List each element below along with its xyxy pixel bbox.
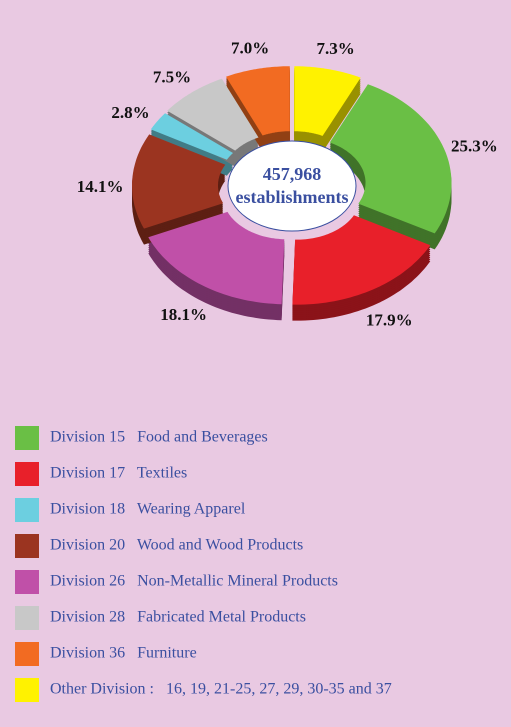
legend-swatch bbox=[15, 642, 39, 666]
center-hole bbox=[227, 140, 357, 232]
legend-swatch bbox=[15, 606, 39, 630]
data-label: 7.3% bbox=[317, 39, 355, 58]
slice bbox=[226, 66, 290, 136]
legend-label: Division 17 Textiles bbox=[50, 465, 187, 482]
legend-swatch bbox=[15, 570, 39, 594]
slice bbox=[329, 84, 452, 234]
data-label: 14.1% bbox=[77, 177, 124, 196]
legend-label: Division 26 Non-Metallic Mineral Product… bbox=[50, 573, 338, 590]
legend-label: Division 28 Fabricated Metal Products bbox=[50, 609, 306, 626]
data-label: 7.5% bbox=[153, 67, 191, 86]
legend-label: Other Division : 16, 19, 21-25, 27, 29, … bbox=[50, 681, 392, 698]
legend-label: Division 20 Wood and Wood Products bbox=[50, 537, 303, 554]
slice bbox=[150, 113, 233, 160]
legend-swatch bbox=[15, 534, 39, 558]
data-label: 2.8% bbox=[111, 103, 149, 122]
data-label: 7.0% bbox=[231, 38, 269, 57]
center-caption: establishments bbox=[235, 187, 348, 207]
slice bbox=[294, 66, 361, 136]
legend-swatch bbox=[15, 498, 39, 522]
slice bbox=[292, 215, 431, 305]
slice bbox=[132, 134, 226, 229]
data-label: 17.9% bbox=[366, 311, 413, 330]
pie bbox=[132, 66, 452, 305]
legend-swatch bbox=[15, 426, 39, 450]
legend-label: Division 36 Furniture bbox=[50, 645, 197, 662]
legend-swatch bbox=[15, 678, 39, 702]
slice bbox=[148, 211, 285, 305]
slice bbox=[167, 78, 259, 151]
data-label: 25.3% bbox=[451, 137, 498, 156]
data-label: 18.1% bbox=[160, 305, 207, 324]
center-total: 457,968 bbox=[263, 164, 322, 184]
legend-label: Division 18 Wearing Apparel bbox=[50, 501, 246, 518]
legend-label: Division 15 Food and Beverages bbox=[50, 429, 268, 446]
legend-swatch bbox=[15, 462, 39, 486]
